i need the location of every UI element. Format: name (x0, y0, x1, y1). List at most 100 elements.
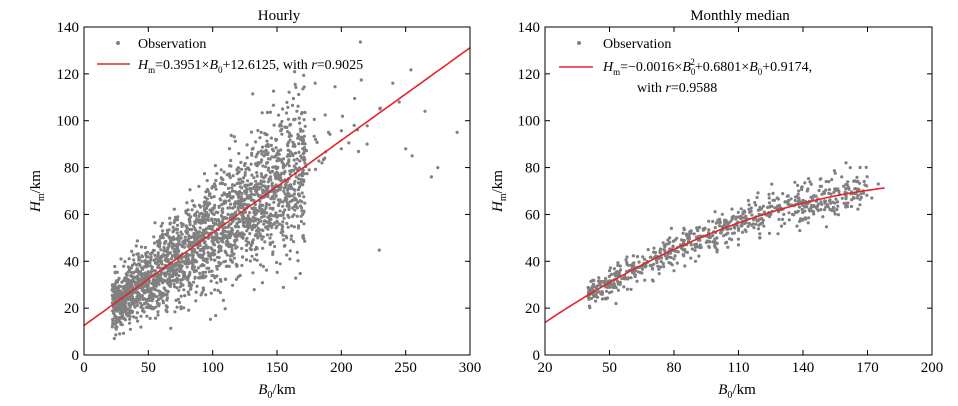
hourly-observation-point (173, 279, 177, 283)
hourly-observation-point (257, 230, 261, 234)
hourly-observation-point (245, 187, 249, 191)
hourly-observation-point (163, 279, 167, 283)
hourly-y-axis-label-sub: m (36, 193, 47, 201)
hourly-x-tick-label: 100 (201, 360, 224, 376)
hourly-observation-point (187, 292, 191, 296)
hourly-observation-point (303, 148, 307, 152)
monthly-observation-point (741, 212, 745, 216)
hourly-observation-point (272, 197, 276, 201)
hourly-legend-observation-marker (116, 41, 120, 45)
hourly-observation-point (155, 262, 159, 266)
hourly-observation-point (229, 259, 233, 263)
hourly-observation-point (302, 195, 306, 199)
monthly-observation-point (674, 249, 678, 253)
hourly-observation-point (238, 185, 242, 189)
hourly-observation-point (193, 212, 198, 216)
hourly-observation-point (140, 259, 144, 263)
hourly-observation-point (219, 168, 223, 172)
monthly-observation-point (616, 279, 620, 284)
hourly-observation-point (166, 266, 170, 270)
hourly-observation-point (139, 314, 143, 318)
monthly-fit-label-b1-sub: 0 (691, 67, 696, 77)
monthly-observation-point (844, 194, 848, 198)
monthly-observation-point (594, 299, 598, 303)
hourly-observation-point (259, 149, 263, 153)
hourly-observation-point (198, 271, 202, 275)
monthly-observation-point (762, 224, 766, 228)
hourly-observation-point (131, 291, 135, 295)
monthly-fit-label-b1-sup: 2 (690, 57, 695, 67)
hourly-observation-point (216, 240, 220, 244)
hourly-observation-point (250, 206, 254, 210)
hourly-observation-point (246, 214, 250, 218)
hourly-observation-point (293, 196, 297, 200)
monthly-observation-point (812, 194, 816, 198)
monthly-observation-point (673, 254, 677, 258)
hourly-observation-point (235, 224, 239, 228)
monthly-observation-point (846, 180, 850, 184)
hourly-observation-point (145, 314, 149, 318)
monthly-observation-point (730, 217, 735, 221)
hourly-observation-point (196, 266, 200, 270)
hourly-observation-point (217, 204, 221, 208)
monthly-observation-point (681, 253, 685, 257)
hourly-observation-point (228, 230, 232, 234)
hourly-observation-point (135, 267, 139, 271)
monthly-observation-point (770, 204, 774, 208)
hourly-observation-point (185, 276, 190, 280)
hourly-observation-point (270, 155, 274, 159)
hourly-observation-point (225, 253, 229, 257)
monthly-fit-label-r: r (665, 81, 671, 96)
monthly-observation-point (693, 243, 697, 247)
hourly-observation-point (296, 132, 300, 136)
hourly-observation-point (242, 232, 246, 237)
hourly-observation-point (250, 227, 254, 232)
hourly-observation-point (151, 279, 155, 283)
hourly-observation-point (283, 170, 287, 174)
hourly-fit-label-h: H (137, 58, 149, 73)
monthly-observation-point (856, 207, 860, 211)
hourly-observation-point (294, 166, 298, 170)
hourly-observation-point (232, 256, 236, 260)
hourly-observation-point (296, 224, 301, 228)
monthly-observation-point (859, 195, 864, 200)
hourly-y-tick-label: 0 (72, 348, 80, 364)
hourly-observation-point (274, 176, 278, 180)
hourly-observation-point (168, 269, 172, 273)
hourly-observation-point (246, 166, 251, 170)
hourly-observation-point (187, 281, 191, 285)
hourly-observation-point (121, 315, 125, 319)
hourly-observation-point (196, 253, 200, 257)
hourly-observation-point (217, 250, 221, 254)
monthly-observation-point (658, 247, 663, 251)
hourly-observation-point (268, 110, 272, 114)
monthly-observation-point (807, 216, 811, 220)
hourly-observation-point (153, 253, 157, 257)
hourly-observation-point (245, 229, 249, 233)
hourly-observation-point (228, 164, 232, 168)
monthly-observation-point (782, 212, 786, 216)
hourly-observation-point (215, 267, 219, 271)
hourly-observation-point (161, 253, 165, 257)
hourly-observation-point (271, 250, 275, 254)
monthly-observation-point (657, 272, 661, 276)
hourly-observation-point (271, 252, 275, 256)
hourly-observation-point (118, 332, 122, 336)
hourly-observation-point (265, 110, 269, 115)
monthly-x-axis-label-unit: /km (732, 382, 756, 398)
hourly-observation-point (291, 96, 295, 101)
hourly-observation-point (157, 304, 161, 308)
hourly-observation-point (397, 100, 401, 104)
hourly-observation-point (181, 260, 185, 264)
hourly-observation-point (146, 255, 150, 259)
hourly-observation-point (138, 263, 142, 267)
hourly-observation-point (208, 208, 212, 212)
monthly-fit-curve (544, 187, 885, 324)
hourly-observation-point (233, 139, 237, 143)
monthly-observation-point (607, 284, 612, 288)
hourly-observation-point (252, 176, 256, 180)
hourly-observation-point (283, 208, 287, 212)
monthly-observation-point (823, 199, 827, 203)
hourly-observation-point (148, 316, 152, 320)
monthly-observation-point (850, 198, 854, 202)
